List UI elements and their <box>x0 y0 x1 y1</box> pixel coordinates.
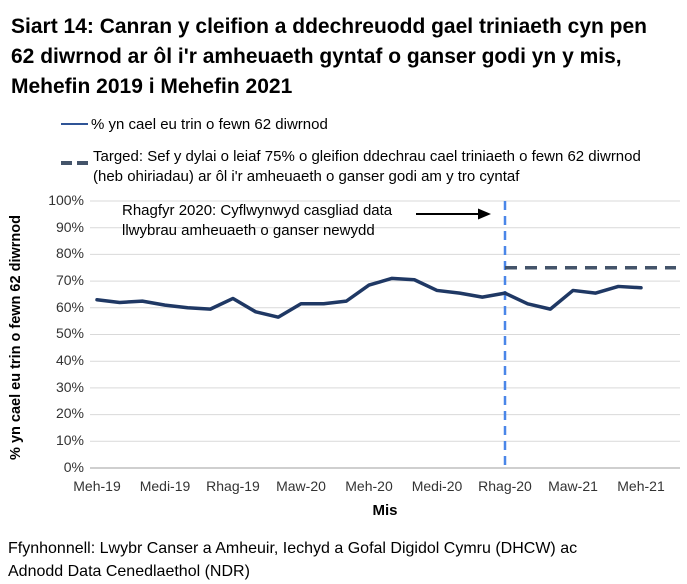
x-tick-label: Maw-20 <box>276 477 326 494</box>
legend-series-label: % yn cael eu trin o fewn 62 diwrnod <box>91 116 328 134</box>
annotation-arrow-head <box>478 208 491 220</box>
y-tick-label: 70% <box>55 271 84 288</box>
legend-item-series: % yn cael eu trin o fewn 62 diwrnod <box>61 115 687 135</box>
y-tick-label: 50% <box>55 325 84 342</box>
x-tick-label: Meh-21 <box>617 477 665 494</box>
legend-solid-line-swatch <box>61 123 88 126</box>
y-tick-label: 40% <box>55 352 84 369</box>
x-tick-label: Maw-21 <box>548 477 598 494</box>
legend-target-label: Targed: Sef y dylai o leiaf 75% o gleifi… <box>93 148 641 186</box>
annotation: Rhagfyr 2020: Cyflwynwyd casgliad data l… <box>122 201 392 241</box>
y-tick-label: 90% <box>55 218 84 235</box>
y-tick-label: 20% <box>55 405 84 422</box>
y-tick-label: 80% <box>55 245 84 262</box>
legend-item-target: Targed: Sef y dylai o leiaf 75% o gleifi… <box>61 147 687 187</box>
chart-title: Siart 14: Canran y cleifion a ddechreuod… <box>11 15 647 98</box>
line-chart: % yn cael eu trin o fewn 62 diwrnod Rhag… <box>0 191 687 527</box>
source-note: Ffynhonnell: Lwybr Canser a Amheuir, Iec… <box>8 537 628 583</box>
y-tick-label: 60% <box>55 298 84 315</box>
x-tick-label: Medi-20 <box>411 477 463 494</box>
x-tick-label: Meh-19 <box>73 477 121 494</box>
y-tick-label: 10% <box>55 432 84 449</box>
y-tick-label: 30% <box>55 378 84 395</box>
x-tick-label: Rhag-19 <box>206 477 260 494</box>
x-tick-label: Meh-20 <box>345 477 393 494</box>
chart-canvas <box>90 200 680 471</box>
legend-dashed-line-swatch <box>61 154 91 172</box>
y-tick-label: 100% <box>48 191 84 208</box>
y-tick-label: 0% <box>63 458 84 475</box>
source-line-2: Adnodd Data Cenedlaethol (NDR) <box>8 563 250 581</box>
x-axis-title: Mis <box>372 501 398 519</box>
x-tick-label: Rhag-20 <box>478 477 532 494</box>
source-line-1: Ffynhonnell: Lwybr Canser a Amheuir, Iec… <box>8 539 578 557</box>
series-line <box>95 276 643 319</box>
x-tick-label: Medi-19 <box>139 477 191 494</box>
annotation-line-1: Rhagfyr 2020: Cyflwynwyd casgliad data <box>122 201 393 219</box>
annotation-line-2: llwybrau amheuaeth o ganser newydd <box>122 221 375 239</box>
legend: % yn cael eu trin o fewn 62 diwrnod Targ… <box>61 115 687 186</box>
